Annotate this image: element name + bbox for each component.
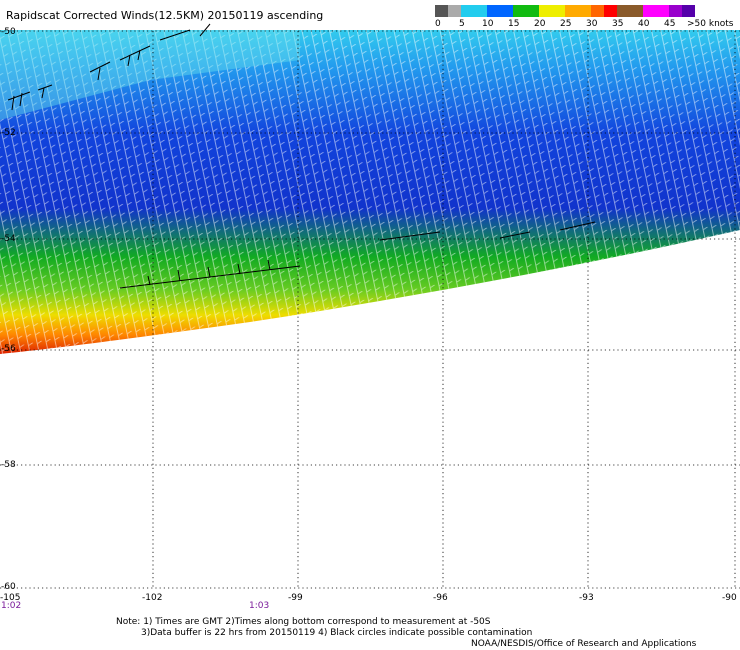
scale-label: 0 — [435, 19, 441, 29]
scale-swatch — [617, 5, 643, 17]
scale-label: 25 — [560, 19, 572, 29]
lon-label: -102 — [142, 593, 163, 603]
scale-swatch — [435, 5, 448, 17]
possible-contamination-barbs — [7, 23, 596, 289]
scale-label: 10 — [482, 19, 494, 29]
map-grid — [0, 30, 740, 589]
note-line: Note: 1) Times are GMT 2)Times along bot… — [116, 617, 491, 627]
lon-label: -99 — [288, 593, 303, 603]
lat-label: -50 — [1, 27, 16, 37]
scale-label: 20 — [534, 19, 546, 29]
scale-swatch — [669, 5, 682, 17]
lat-label: -58 — [1, 460, 16, 470]
scale-label: 15 — [508, 19, 520, 29]
scale-swatch — [591, 5, 604, 17]
scale-swatch — [643, 5, 669, 17]
note-line: 3)Data buffer is 22 hrs from 20150119 4)… — [141, 628, 533, 638]
scale-swatch — [487, 5, 513, 17]
lon-label: -96 — [433, 593, 448, 603]
lat-label: -56 — [1, 344, 16, 354]
scale-label: 35 — [612, 19, 624, 29]
scale-label: >50 knots — [687, 19, 734, 29]
scale-label: 5 — [459, 19, 465, 29]
time-label: 1:03 — [249, 601, 270, 611]
scale-swatch — [604, 5, 617, 17]
lat-label: -52 — [1, 128, 16, 138]
lon-label: -93 — [579, 593, 594, 603]
scale-label: 45 — [664, 19, 676, 29]
lon-label: -90 — [722, 593, 737, 603]
scale-label: 30 — [586, 19, 598, 29]
scale-swatch — [539, 5, 565, 17]
time-label: 1:02 — [1, 601, 22, 611]
map-title: Rapidscat Corrected Winds(12.5KM) 201501… — [6, 9, 324, 22]
scale-swatch — [513, 5, 539, 17]
lat-label: -60 — [1, 582, 16, 592]
lat-label: -54 — [1, 234, 16, 244]
scale-label: 40 — [638, 19, 650, 29]
wind-swath — [0, 30, 740, 354]
scale-swatch — [682, 5, 695, 17]
scale-swatch — [448, 5, 461, 17]
credit-line: NOAA/NESDIS/Office of Research and Appli… — [471, 639, 697, 649]
scale-swatch — [461, 5, 487, 17]
scale-swatch — [565, 5, 591, 17]
lon-label: -105 — [0, 593, 21, 603]
